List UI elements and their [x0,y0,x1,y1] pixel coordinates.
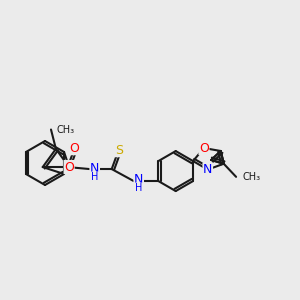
Text: H: H [91,172,98,182]
Text: N: N [90,162,99,175]
Text: O: O [64,160,74,174]
Text: O: O [69,142,79,155]
Text: N: N [134,172,143,186]
Text: S: S [115,144,123,157]
Text: CH₃: CH₃ [242,172,260,182]
Text: N: N [203,163,212,176]
Text: CH₃: CH₃ [57,124,75,134]
Text: H: H [135,183,142,193]
Text: O: O [199,142,209,154]
